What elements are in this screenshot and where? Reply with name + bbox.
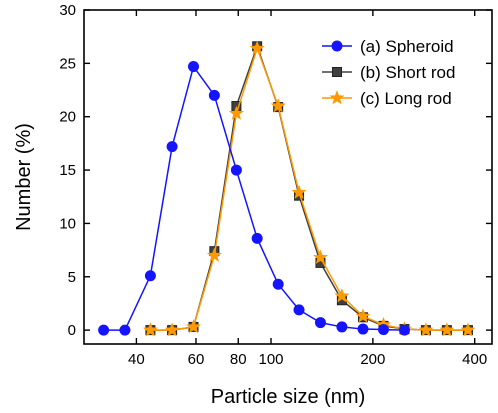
x-tick-label: 60 bbox=[188, 351, 205, 368]
legend-label: (a) Spheroid bbox=[360, 37, 454, 56]
data-point bbox=[119, 324, 131, 336]
data-point bbox=[186, 319, 201, 334]
legend-label: (b) Short rod bbox=[360, 63, 455, 82]
data-point bbox=[355, 308, 371, 323]
x-axis-title: Particle size (nm) bbox=[211, 386, 365, 408]
data-point bbox=[460, 322, 476, 337]
data-point bbox=[206, 247, 222, 262]
data-point bbox=[228, 105, 244, 120]
y-tick-label: 5 bbox=[68, 269, 76, 286]
x-tick-label: 80 bbox=[230, 351, 247, 368]
data-point bbox=[251, 232, 263, 244]
data-point bbox=[418, 322, 434, 337]
series-square bbox=[145, 41, 473, 336]
x-tick-label: 100 bbox=[259, 351, 284, 368]
series-star bbox=[142, 40, 476, 337]
data-point bbox=[230, 164, 242, 176]
y-tick-label: 20 bbox=[59, 109, 76, 126]
series-circle bbox=[98, 61, 410, 336]
data-point bbox=[164, 322, 180, 337]
data-point bbox=[439, 322, 455, 337]
data-point bbox=[166, 141, 178, 153]
series-layer bbox=[98, 40, 476, 337]
data-point bbox=[142, 322, 158, 337]
y-tick-label: 30 bbox=[59, 2, 76, 19]
y-tick-label: 15 bbox=[59, 162, 76, 179]
data-point bbox=[144, 270, 156, 282]
legend-label: (c) Long rod bbox=[360, 89, 452, 108]
data-point bbox=[98, 324, 110, 336]
data-point bbox=[377, 324, 389, 336]
data-point bbox=[334, 288, 350, 303]
data-point bbox=[272, 278, 284, 290]
x-tick-label: 40 bbox=[128, 351, 145, 368]
data-point bbox=[313, 249, 328, 264]
data-point bbox=[291, 184, 307, 199]
data-point bbox=[249, 40, 265, 55]
y-tick-label: 10 bbox=[59, 215, 76, 232]
data-point bbox=[357, 323, 369, 335]
y-tick-label: 25 bbox=[59, 55, 76, 72]
y-axis-title: Number (%) bbox=[13, 123, 35, 231]
data-point bbox=[314, 317, 326, 329]
data-point bbox=[208, 89, 220, 101]
data-point bbox=[336, 321, 348, 333]
data-point bbox=[188, 61, 200, 73]
data-point bbox=[293, 304, 305, 316]
legend: (a) Spheroid (b) Short rod (c) Long rod bbox=[322, 37, 455, 108]
series-line bbox=[150, 46, 468, 331]
legend-marker bbox=[332, 67, 342, 77]
y-tick-label: 0 bbox=[68, 322, 76, 339]
axis-ticks: 0 5 10 15 20 25 30 40 60 80 100 200 400 bbox=[59, 2, 492, 368]
legend-marker bbox=[331, 40, 343, 52]
x-tick-label: 400 bbox=[462, 351, 487, 368]
plot-frame bbox=[83, 9, 493, 345]
legend-marker bbox=[329, 90, 345, 105]
x-tick-label: 200 bbox=[360, 351, 385, 368]
data-point bbox=[398, 324, 410, 336]
data-point bbox=[270, 98, 286, 113]
